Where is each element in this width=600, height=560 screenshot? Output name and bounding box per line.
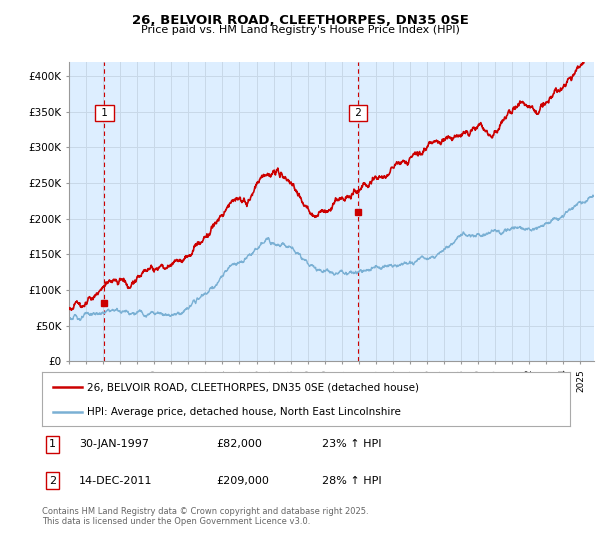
Text: 2: 2 (352, 108, 365, 118)
Text: 28% ↑ HPI: 28% ↑ HPI (322, 476, 382, 486)
Text: 1: 1 (98, 108, 111, 118)
Text: Contains HM Land Registry data © Crown copyright and database right 2025.
This d: Contains HM Land Registry data © Crown c… (42, 507, 368, 526)
Text: 23% ↑ HPI: 23% ↑ HPI (322, 440, 382, 450)
Text: 30-JAN-1997: 30-JAN-1997 (79, 440, 149, 450)
Text: 1: 1 (49, 440, 56, 450)
Text: £209,000: £209,000 (216, 476, 269, 486)
Text: 26, BELVOIR ROAD, CLEETHORPES, DN35 0SE: 26, BELVOIR ROAD, CLEETHORPES, DN35 0SE (131, 14, 469, 27)
Text: HPI: Average price, detached house, North East Lincolnshire: HPI: Average price, detached house, Nort… (87, 407, 401, 417)
Text: £82,000: £82,000 (216, 440, 262, 450)
Text: 2: 2 (49, 476, 56, 486)
Text: 14-DEC-2011: 14-DEC-2011 (79, 476, 152, 486)
Text: 26, BELVOIR ROAD, CLEETHORPES, DN35 0SE (detached house): 26, BELVOIR ROAD, CLEETHORPES, DN35 0SE … (87, 382, 419, 393)
Text: Price paid vs. HM Land Registry's House Price Index (HPI): Price paid vs. HM Land Registry's House … (140, 25, 460, 35)
